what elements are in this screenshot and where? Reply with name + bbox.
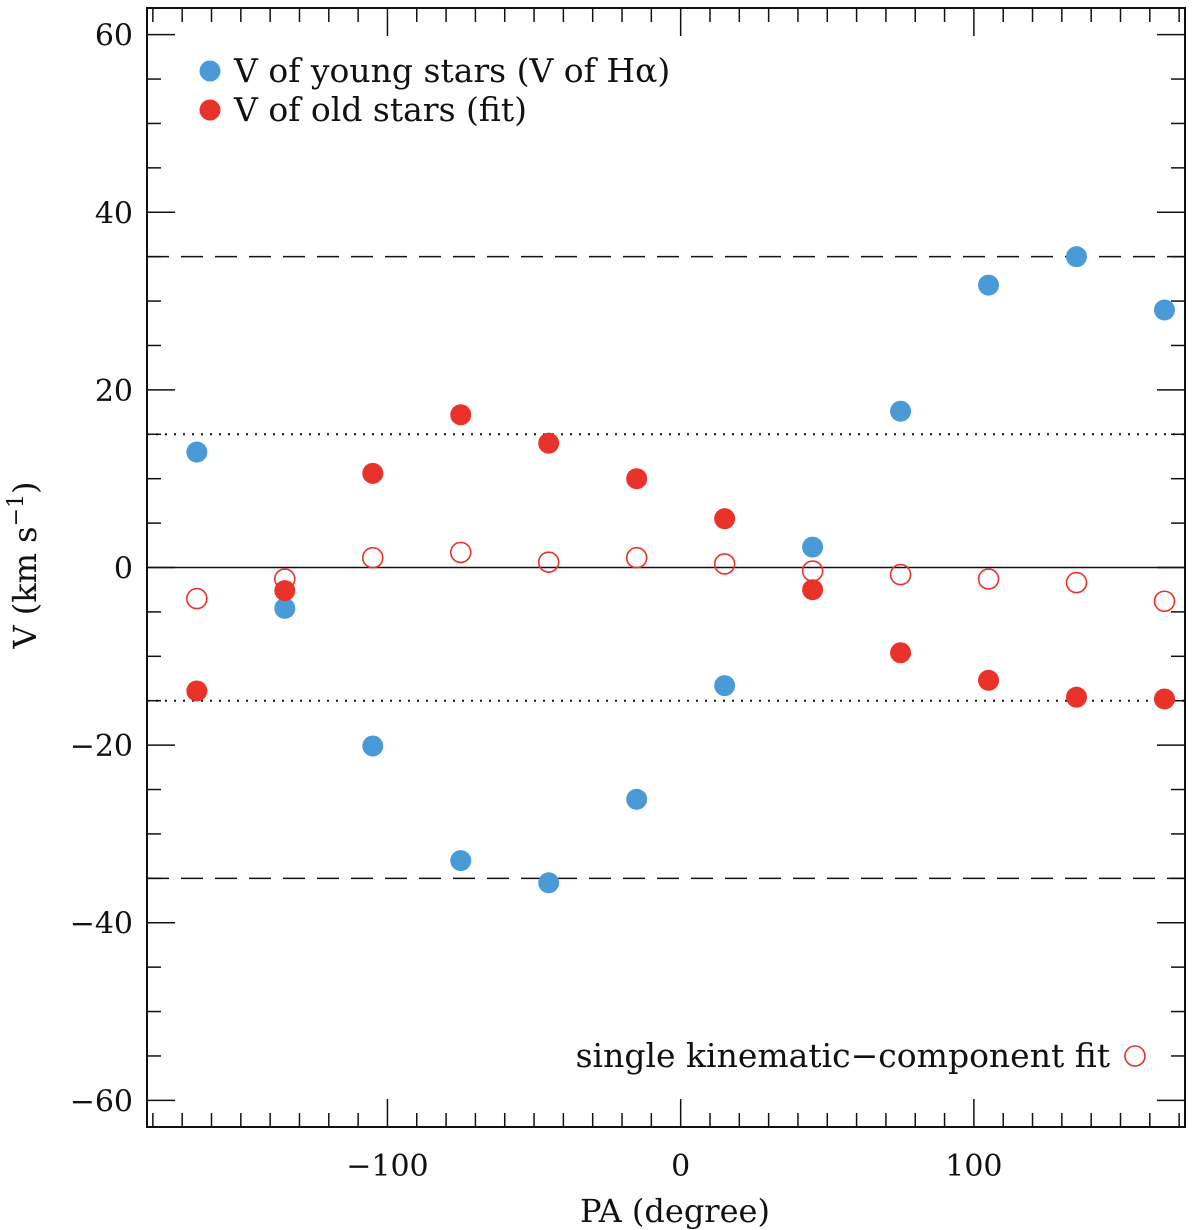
data-point-series-0 (890, 400, 912, 422)
data-point-series-0 (362, 735, 384, 757)
data-point-series-0 (538, 872, 560, 894)
y-tick-label: 0 (114, 552, 133, 587)
data-point-series-2 (537, 551, 560, 573)
data-point-series-1 (890, 642, 912, 664)
data-points (186, 246, 1176, 894)
data-point-series-1 (714, 508, 736, 530)
data-point-series-0 (978, 274, 1000, 296)
data-point-series-2 (889, 563, 912, 586)
x-tick-label: −100 (346, 1149, 428, 1184)
data-point-series-0 (186, 441, 208, 463)
data-point-series-0 (1153, 299, 1175, 321)
data-point-series-1 (450, 404, 472, 426)
y-axis-title-tail: ) (6, 481, 44, 493)
axis-ticks (147, 8, 1185, 1127)
data-point-series-0 (626, 788, 648, 810)
y-axis-title-superscript: −1 (4, 494, 29, 526)
data-point-series-1 (978, 669, 1000, 691)
plot-frame (146, 7, 1186, 1128)
x-axis-title: PA (degree) (580, 1192, 770, 1230)
y-tick-label: 40 (95, 196, 133, 231)
data-point-series-0 (802, 536, 824, 558)
data-point-series-1 (802, 579, 824, 601)
data-point-series-2 (801, 560, 824, 582)
legend-label-old: V of old stars (fit) (233, 90, 527, 129)
legend: V of young stars (V of Hα) V of old star… (199, 51, 1146, 1075)
y-tick-label: −60 (70, 1084, 133, 1119)
data-point-series-1 (538, 432, 560, 454)
data-point-series-0 (274, 597, 296, 619)
data-point-series-0 (1066, 246, 1088, 268)
legend-marker-old (199, 99, 221, 121)
data-point-series-2 (977, 568, 1000, 590)
data-point-series-1 (362, 462, 384, 484)
y-tick-label: 60 (95, 19, 133, 54)
data-point-series-0 (714, 675, 736, 697)
data-point-series-2 (625, 546, 648, 569)
data-point-series-2 (361, 546, 384, 569)
data-point-series-2 (1153, 590, 1176, 613)
data-point-series-2 (1065, 571, 1088, 594)
data-point-series-1 (1153, 688, 1175, 710)
x-tick-label: 0 (671, 1149, 690, 1184)
data-point-series-2 (713, 553, 736, 575)
y-tick-label: −40 (70, 907, 133, 942)
y-tick-label: 20 (95, 374, 133, 409)
data-point-series-1 (274, 580, 296, 602)
axis-tick-labels: −100 0 100 −60 −40 −20 0 20 40 60 (70, 19, 1003, 1184)
legend-label-single: single kinematic−component fit (576, 1036, 1110, 1075)
data-point-series-2 (274, 568, 296, 590)
y-axis-title-main: V (km s (6, 526, 44, 649)
legend-label-young: V of young stars (V of Hα) (233, 51, 670, 90)
legend-marker-single (1124, 1045, 1146, 1067)
reference-lines (147, 255, 1185, 880)
y-tick-label: −20 (70, 729, 133, 764)
x-tick-label: 100 (945, 1149, 1002, 1184)
data-point-series-1 (186, 680, 208, 702)
y-axis-title: V (km s−1) (4, 481, 44, 649)
data-point-series-2 (449, 541, 472, 564)
data-point-series-1 (1066, 686, 1088, 708)
data-point-series-2 (186, 587, 208, 610)
data-point-series-1 (626, 468, 648, 490)
data-point-series-0 (450, 850, 472, 872)
legend-marker-young (199, 60, 221, 82)
